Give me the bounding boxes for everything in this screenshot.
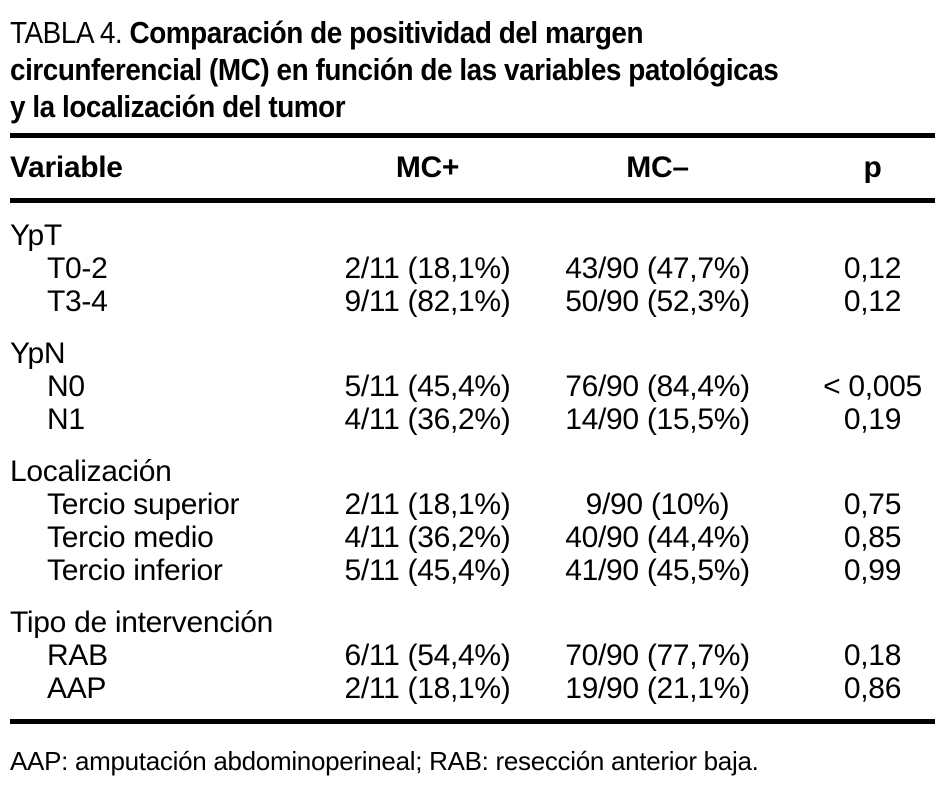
row-label: Tercio inferior: [47, 554, 223, 587]
table-caption-line2: circunferencial (MC) en función de las v…: [10, 52, 779, 87]
p-value: 0,19: [843, 403, 902, 436]
mc-negative-value: 9/90 (10%): [585, 488, 730, 521]
table-header-row: Variable MC+ MC– p: [10, 133, 935, 203]
table-row: N0 5/11 (45,4%) 76/90 (84,4%) < 0,005: [10, 370, 935, 403]
table-row: AAP 2/11 (18,1%) 19/90 (21,1%) 0,86: [10, 672, 935, 722]
table-title-line1: TABLA 4. Comparación de positividad del …: [10, 14, 843, 51]
table-row: Tercio superior 2/11 (18,1%) 9/90 (10%) …: [10, 488, 935, 521]
mc-positive-value: 5/11 (45,4%): [344, 370, 511, 403]
mc-positive-value: 2/11 (18,1%): [344, 672, 511, 705]
section-header-row: YpN: [10, 318, 935, 370]
comparison-table: Variable MC+ MC– p YpT T0-2 2/11 (18,1%)…: [10, 133, 935, 724]
table-caption-line1: Comparación de positividad del margen: [129, 15, 644, 50]
table-row: Tercio medio 4/11 (36,2%) 40/90 (44,4%) …: [10, 521, 935, 554]
mc-negative-value: 70/90 (77,7%): [565, 639, 750, 672]
section-tipo-intervencion: Tipo de intervención RAB 6/11 (54,4%) 70…: [10, 587, 935, 722]
section-header-row: Localización: [10, 436, 935, 488]
column-header-variable: Variable: [10, 133, 320, 203]
row-label: N1: [47, 403, 85, 436]
table-row: T0-2 2/11 (18,1%) 43/90 (47,7%) 0,12: [10, 252, 935, 285]
column-header-p-value: p: [780, 133, 935, 203]
mc-positive-value: 4/11 (36,2%): [344, 403, 511, 436]
section-localizacion: Localización Tercio superior 2/11 (18,1%…: [10, 436, 935, 587]
row-label: RAB: [47, 639, 108, 672]
table-row: T3-4 9/11 (82,1%) 50/90 (52,3%) 0,12: [10, 285, 935, 318]
table-title: TABLA 4. Comparación de positividad del …: [10, 14, 935, 125]
mc-positive-value: 2/11 (18,1%): [344, 488, 511, 521]
row-label: Tercio superior: [47, 488, 240, 521]
row-label: AAP: [47, 672, 107, 705]
p-value: 0,18: [843, 639, 902, 672]
mc-positive-value: 5/11 (45,4%): [344, 554, 511, 587]
section-ypt: YpT T0-2 2/11 (18,1%) 43/90 (47,7%) 0,12…: [10, 201, 935, 318]
row-label: T3-4: [47, 285, 108, 318]
column-header-mc-negative: MC–: [535, 133, 780, 203]
p-value: 0,12: [843, 285, 902, 318]
mc-negative-value: 50/90 (52,3%): [565, 285, 750, 318]
mc-negative-value: 76/90 (84,4%): [565, 370, 750, 403]
p-value: 0,85: [843, 521, 902, 554]
p-value: 0,75: [843, 488, 902, 521]
table-row: RAB 6/11 (54,4%) 70/90 (77,7%) 0,18: [10, 639, 935, 672]
section-label-tipo-intervencion: Tipo de intervención: [10, 606, 274, 639]
p-value: 0,99: [843, 554, 902, 587]
section-header-row: YpT: [10, 201, 935, 253]
p-value: < 0,005: [823, 370, 922, 403]
mc-positive-value: 4/11 (36,2%): [344, 521, 511, 554]
row-label: T0-2: [47, 252, 108, 285]
row-label: Tercio medio: [47, 521, 214, 554]
section-label-ypt: YpT: [10, 219, 62, 252]
mc-negative-value: 19/90 (21,1%): [565, 672, 750, 705]
mc-negative-value: 40/90 (44,4%): [565, 521, 750, 554]
row-label: N0: [47, 370, 85, 403]
table-row: Tercio inferior 5/11 (45,4%) 41/90 (45,5…: [10, 554, 935, 587]
p-value: 0,12: [843, 252, 902, 285]
mc-negative-value: 43/90 (47,7%): [565, 252, 750, 285]
section-label-localizacion: Localización: [10, 455, 172, 488]
mc-positive-value: 2/11 (18,1%): [344, 252, 511, 285]
table-number-label: TABLA 4.: [10, 15, 123, 50]
section-header-row: Tipo de intervención: [10, 587, 935, 639]
mc-positive-value: 9/11 (82,1%): [344, 285, 511, 318]
table-row: N1 4/11 (36,2%) 14/90 (15,5%) 0,19: [10, 403, 935, 436]
mc-negative-value: 41/90 (45,5%): [565, 554, 750, 587]
mc-negative-value: 14/90 (15,5%): [565, 403, 750, 436]
section-label-ypn: YpN: [10, 337, 66, 370]
column-header-mc-positive: MC+: [320, 133, 535, 203]
section-ypn: YpN N0 5/11 (45,4%) 76/90 (84,4%) < 0,00…: [10, 318, 935, 436]
mc-positive-value: 6/11 (54,4%): [344, 639, 511, 672]
table-footnote: AAP: amputación abdominoperineal; RAB: r…: [10, 746, 759, 776]
table-caption-line3: y la localización del tumor: [10, 89, 346, 124]
p-value: 0,86: [843, 672, 902, 705]
